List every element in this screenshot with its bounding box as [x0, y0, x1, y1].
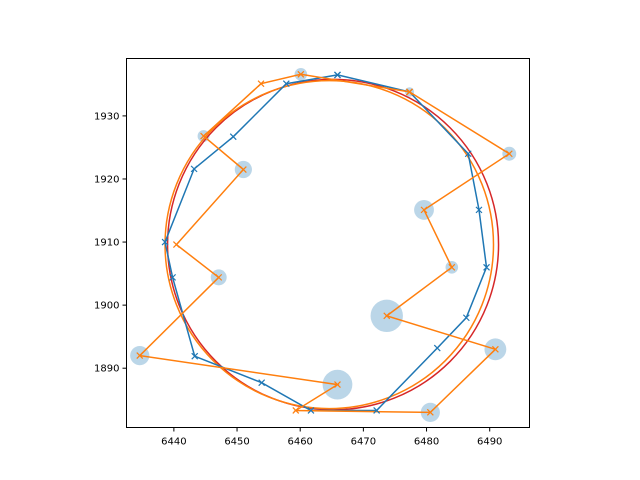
series-0-point-11	[169, 273, 177, 281]
x-tick-label-2: 6460	[287, 437, 312, 448]
series-0-point-6	[433, 344, 441, 352]
series-0-point-7	[373, 407, 381, 414]
series-0-point-3	[475, 206, 483, 214]
series-marker-layer	[136, 70, 513, 416]
series-1-point-13	[200, 132, 207, 140]
series-1-point-16	[406, 88, 413, 96]
series-1-point-15	[297, 70, 305, 78]
series-0-point-9	[258, 379, 266, 387]
series-0-point-13	[190, 165, 198, 173]
series-1-point-12	[239, 166, 247, 173]
x-tick-label-1: 6450	[224, 437, 249, 448]
series-1-point-2	[420, 206, 428, 214]
y-tick-label-0: 1890	[94, 364, 119, 375]
series-0-point-4	[483, 263, 490, 271]
y-tick-label-4: 1930	[94, 111, 119, 122]
series-1-point-6	[426, 408, 434, 416]
series-1-point-8	[334, 381, 341, 389]
series-1-point-7	[292, 407, 300, 414]
series-0-point-16	[334, 71, 341, 79]
x-axis: 6440 6450 6460 6470 6480 6490	[161, 427, 502, 448]
series-1-point-5	[491, 345, 499, 353]
series-1-point-9	[136, 352, 144, 360]
x-tick-label-5: 6490	[477, 437, 502, 448]
series-0-point-10	[191, 352, 199, 360]
y-tick-label-2: 1910	[94, 238, 119, 249]
x-tick-label-4: 6480	[414, 437, 439, 448]
series-1-point-4	[383, 312, 391, 320]
series-1-point-14	[257, 80, 265, 88]
y-axis: 1890 1900 1910 1920 1930	[94, 111, 127, 375]
series-0-point-14	[229, 133, 237, 141]
series-1-point-3	[448, 263, 456, 271]
series-1-point-11	[172, 241, 180, 249]
y-tick-label-3: 1920	[94, 174, 119, 185]
series-0-point-12	[161, 238, 169, 246]
series-0-point-5	[462, 314, 470, 322]
series-1-point-10	[215, 273, 223, 281]
y-tick-label-1: 1900	[94, 301, 119, 312]
series-0-point-8	[307, 407, 315, 414]
series-0-point-2	[464, 150, 472, 158]
x-tick-label-0: 6440	[161, 437, 186, 448]
series-0-point-15	[282, 80, 290, 88]
series-1-point-1	[505, 150, 513, 158]
plot-frame	[126, 58, 530, 428]
x-tick-label-3: 6470	[351, 437, 376, 448]
